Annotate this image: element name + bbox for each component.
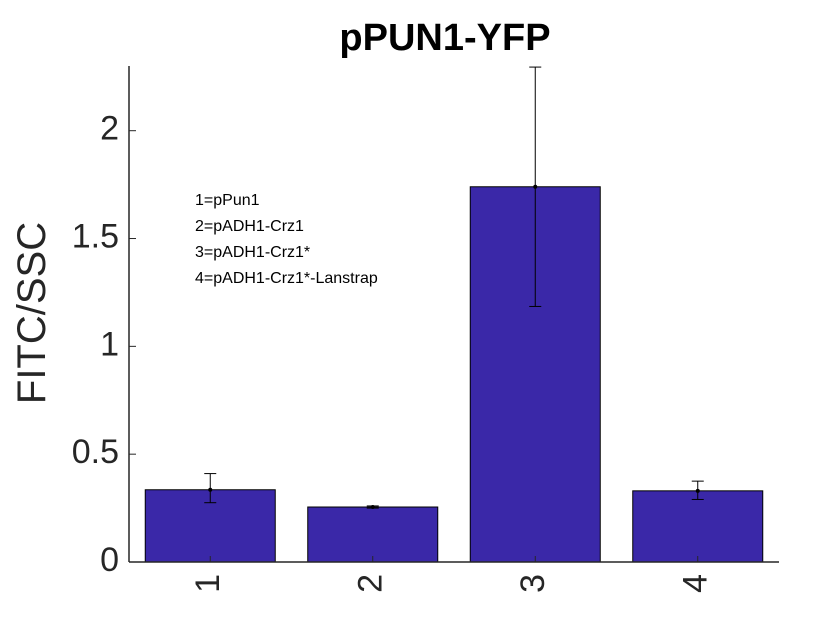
annotation-4: 4=pADH1-Crz1*-Lanstrap bbox=[195, 270, 378, 287]
bar-2 bbox=[307, 506, 439, 563]
x-tick-label-2: 2 bbox=[352, 574, 390, 593]
annotation-2: 2=pADH1-Crz1 bbox=[195, 218, 304, 235]
y-tick-label-3: 1.5 bbox=[72, 218, 119, 256]
x-tick-label-3: 3 bbox=[514, 574, 552, 593]
x-ticks-group: 1 2 3 4 bbox=[189, 556, 715, 593]
error-bars-group bbox=[204, 66, 704, 510]
mean-marker-4 bbox=[695, 488, 700, 493]
mean-marker-1 bbox=[208, 487, 213, 492]
y-tick-label-1: 0.5 bbox=[72, 433, 119, 471]
bar-4 bbox=[632, 490, 764, 563]
y-tick-label-4: 2 bbox=[100, 110, 119, 148]
y-ticks-group: 0 0.5 1 1.5 2 bbox=[72, 110, 136, 579]
x-tick-label-4: 4 bbox=[677, 574, 715, 593]
axes-group bbox=[128, 66, 779, 563]
chart-title: pPUN1-YFP bbox=[339, 17, 550, 59]
annotation-3: 3=pADH1-Crz1* bbox=[195, 244, 310, 261]
annotation-1: 1=pPun1 bbox=[195, 192, 260, 209]
y-tick-label-2: 1 bbox=[100, 325, 119, 363]
chart-annotations: 1=pPun1 2=pADH1-Crz1 3=pADH1-Crz1* 4=pAD… bbox=[195, 192, 378, 287]
mean-marker-3 bbox=[533, 184, 538, 189]
y-axis-label: FITC/SSC bbox=[10, 222, 54, 404]
x-tick-label-1: 1 bbox=[189, 574, 227, 593]
mean-marker-2 bbox=[370, 505, 375, 510]
y-tick-label-0: 0 bbox=[100, 541, 119, 579]
